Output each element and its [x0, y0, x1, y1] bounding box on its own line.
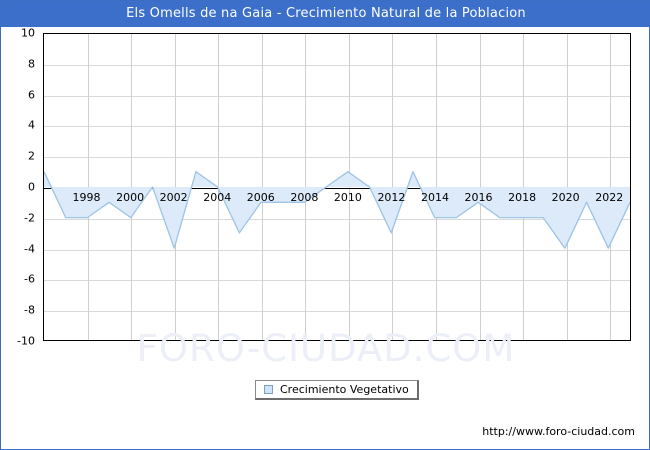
x-axis-tick-label: 2002 — [159, 191, 188, 204]
x-axis-tick-label: 2006 — [246, 191, 275, 204]
legend: Crecimiento Vegetativo — [255, 380, 419, 400]
gridline-horizontal — [44, 126, 630, 128]
legend-item-label: Crecimiento Vegetativo — [280, 383, 409, 396]
gridline-horizontal — [44, 280, 630, 282]
series-line — [44, 171, 630, 249]
gridline-horizontal — [44, 249, 630, 251]
y-axis-tick-label: -4 — [24, 242, 35, 256]
gridline-horizontal — [44, 95, 630, 97]
source-url: http://www.foro-ciudad.com — [482, 425, 635, 438]
gridline-horizontal — [44, 218, 630, 220]
gridline-horizontal — [44, 311, 630, 313]
series-area-fill — [44, 171, 630, 249]
zero-axis-line — [44, 188, 630, 189]
legend-swatch-icon — [264, 385, 273, 394]
x-axis-tick-label: 2008 — [290, 191, 319, 204]
x-axis-tick-label: 2018 — [508, 191, 537, 204]
y-axis-tick-label: 2 — [28, 149, 35, 163]
x-axis-tick-label: 2022 — [595, 191, 624, 204]
series-crecimiento-vegetativo — [44, 171, 630, 249]
gridline-horizontal — [44, 157, 630, 159]
x-axis-tick-label: 1998 — [72, 191, 101, 204]
y-axis-tick-label: -10 — [17, 334, 35, 348]
plot-area — [43, 33, 631, 341]
y-axis-tick-label: -6 — [24, 272, 35, 286]
x-axis-tick-label: 2020 — [551, 191, 580, 204]
y-axis-tick-label: -8 — [24, 303, 35, 317]
x-axis-tick-label: 2010 — [333, 191, 362, 204]
y-axis-tick-label: 8 — [28, 57, 35, 71]
chart-title: Els Omells de na Gaia - Crecimiento Natu… — [1, 1, 650, 27]
y-axis-tick-label: 10 — [21, 26, 35, 40]
gridline-horizontal — [44, 64, 630, 66]
x-axis-tick-label: 2012 — [377, 191, 406, 204]
y-axis-tick-label: 4 — [28, 118, 35, 132]
x-axis-tick-label: 2014 — [421, 191, 449, 204]
y-axis-tick-label: 6 — [28, 88, 35, 102]
y-axis-tick-label: 0 — [28, 180, 35, 194]
x-axis-tick-label: 2000 — [116, 191, 145, 204]
x-axis-tick-label: 2016 — [464, 191, 493, 204]
x-axis-tick-label: 2004 — [203, 191, 232, 204]
y-axis-tick-label: -2 — [24, 211, 35, 225]
